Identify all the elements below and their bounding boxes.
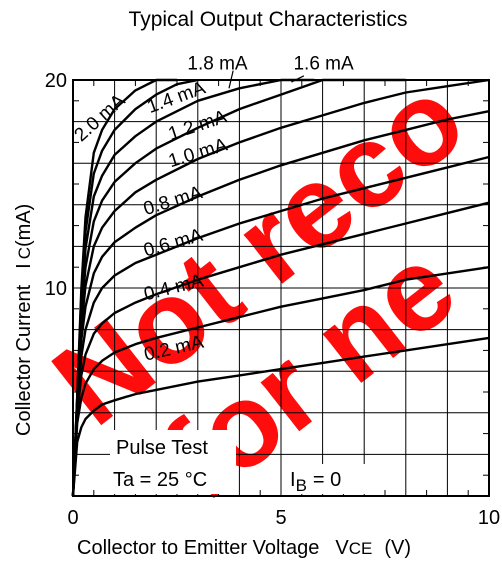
ib-zero-box xyxy=(283,464,367,494)
series-line-06 xyxy=(71,201,490,497)
x-tick-label: 10 xyxy=(478,507,500,529)
y-tick-label: 10 xyxy=(45,278,67,300)
series-line-02 xyxy=(71,336,490,497)
y-axis-label-text: Collector Current xyxy=(13,284,35,436)
y-axis-symbol: I xyxy=(13,263,35,269)
y-axis-unit: (mA) xyxy=(13,204,35,247)
curve-label-18: 1.8 mA xyxy=(187,54,248,75)
annotation-pulse-test: Pulse Test xyxy=(116,437,208,459)
series-line-04 xyxy=(71,266,490,497)
series-line-08 xyxy=(71,155,490,497)
annotation-ib-eq: = 0 xyxy=(313,469,341,491)
series-line-10 xyxy=(71,110,490,497)
annotation-ib-sub: B xyxy=(296,476,307,495)
series-lines xyxy=(71,78,490,497)
tick-labels: 0 5 10 10 20 xyxy=(45,70,500,529)
x-axis-symbol: V xyxy=(335,537,349,559)
y-tick-label: 20 xyxy=(45,70,67,92)
x-axis-unit: (V) xyxy=(384,537,411,559)
y-axis-label: Collector Current IC(mA) xyxy=(13,204,35,436)
x-axis-label-text: Collector to Emitter Voltage xyxy=(77,537,319,559)
series-line-20 xyxy=(71,78,177,497)
curve-label-16: 1.6 mA xyxy=(293,54,354,75)
y-axis-symbol-sub: C xyxy=(15,247,34,259)
grid xyxy=(73,80,489,496)
x-tick-label: 5 xyxy=(275,507,286,529)
x-axis-label: Collector to Emitter Voltage VCE (V) xyxy=(77,537,411,559)
annotation-ib-symbol: I xyxy=(290,469,296,491)
chart-title: Typical Output Characteristics xyxy=(129,8,408,31)
annotation-temperature: Ta = 25 °C xyxy=(113,469,207,491)
pointer-arrow xyxy=(228,70,234,89)
pulse-test-box xyxy=(110,430,236,494)
x-tick-label: 0 xyxy=(67,507,78,529)
series-line-12 xyxy=(71,78,490,497)
curve-label-08: 0.8 mA xyxy=(141,182,205,220)
annotation-ib-zero: IB = 0 xyxy=(290,469,341,495)
leader-line xyxy=(291,75,305,83)
x-axis-symbol-sub: CE xyxy=(349,539,373,558)
